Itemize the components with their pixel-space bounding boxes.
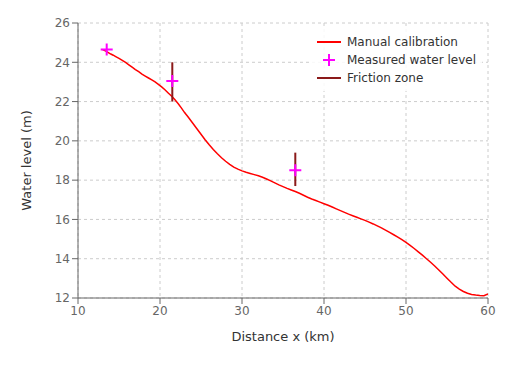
svg-text:20: 20 [55,134,70,148]
svg-text:26: 26 [55,16,70,30]
svg-text:22: 22 [55,95,70,109]
svg-text:10: 10 [70,304,85,318]
svg-text:14: 14 [55,252,70,266]
svg-text:12: 12 [55,291,70,305]
html-text:Friction zone: Friction zone [347,71,424,85]
svg-text:60: 60 [480,304,495,318]
svg-text:Water level (m): Water level (m) [19,110,34,210]
html-text:Measured water level: Measured water level [347,53,476,67]
svg-text:18: 18 [55,173,70,187]
svg-text:Distance x (km): Distance x (km) [231,329,334,344]
svg-text:24: 24 [55,56,70,70]
svg-text:20: 20 [152,304,167,318]
html-text:Manual calibration: Manual calibration [347,35,458,49]
svg-text:30: 30 [234,304,249,318]
svg-text:40: 40 [316,304,331,318]
svg-text:16: 16 [55,213,70,227]
svg-text:50: 50 [398,304,413,318]
